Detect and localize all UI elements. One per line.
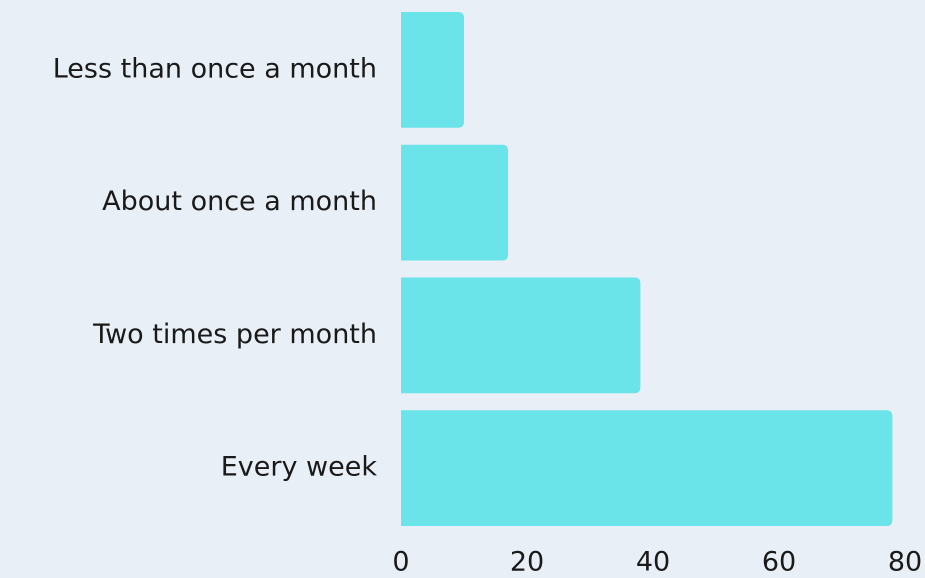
x-tick-label: 20 [510,547,544,578]
y-tick-label: Less than once a month [53,53,377,84]
bar [401,410,893,526]
y-tick-label: Every week [221,452,378,483]
bar [401,144,509,261]
x-tick-label: 0 [392,547,409,578]
bar [401,277,641,394]
x-tick-label: 60 [762,547,796,578]
y-tick-label: Two times per month [92,319,377,350]
bar [401,12,464,128]
y-tick-label: About once a month [102,186,377,217]
x-tick-label: 40 [636,547,670,578]
x-tick-label: 80 [888,547,922,578]
